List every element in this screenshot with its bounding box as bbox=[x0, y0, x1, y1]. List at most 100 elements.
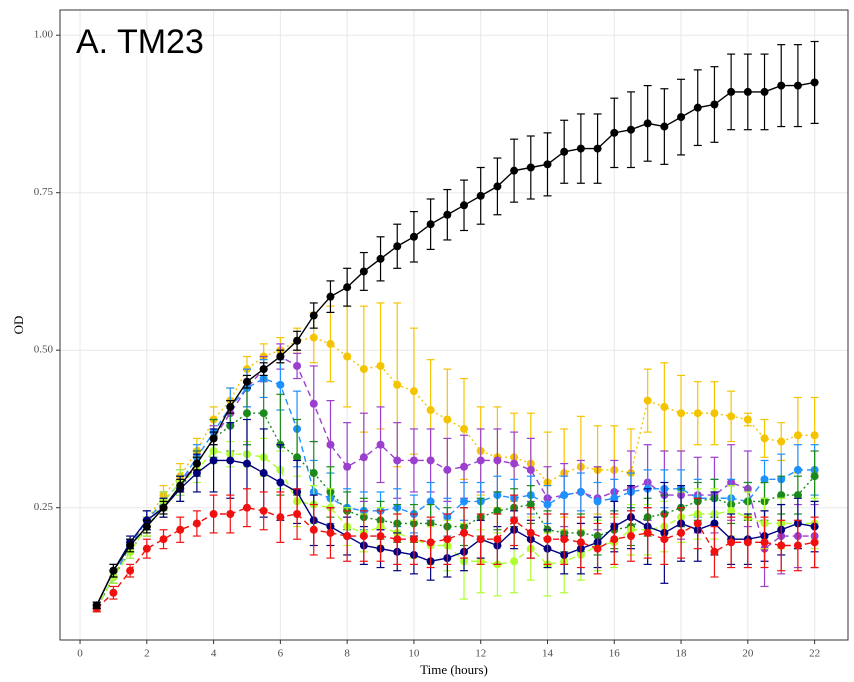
data-point bbox=[793, 465, 802, 474]
data-point bbox=[309, 469, 318, 478]
data-point bbox=[777, 81, 786, 90]
data-point bbox=[510, 557, 519, 566]
data-point bbox=[226, 456, 235, 465]
data-point bbox=[159, 535, 168, 544]
data-point bbox=[326, 528, 335, 537]
data-point bbox=[760, 538, 769, 547]
data-point bbox=[409, 535, 418, 544]
data-point bbox=[643, 396, 652, 405]
data-point bbox=[426, 497, 435, 506]
data-point bbox=[359, 453, 368, 462]
data-point bbox=[777, 541, 786, 550]
y-tick-label: 0.75 bbox=[34, 186, 54, 198]
data-point bbox=[192, 519, 201, 528]
data-point bbox=[393, 535, 402, 544]
data-point bbox=[159, 503, 168, 512]
data-point bbox=[593, 144, 602, 153]
data-point bbox=[476, 456, 485, 465]
data-point bbox=[727, 412, 736, 421]
data-point bbox=[259, 365, 268, 374]
data-point bbox=[526, 465, 535, 474]
data-point bbox=[493, 456, 502, 465]
data-point bbox=[576, 144, 585, 153]
data-point bbox=[343, 532, 352, 541]
data-point bbox=[176, 525, 185, 534]
data-point bbox=[376, 532, 385, 541]
data-point bbox=[526, 500, 535, 509]
data-point bbox=[727, 538, 736, 547]
data-point bbox=[643, 528, 652, 537]
data-point bbox=[192, 469, 201, 478]
data-point bbox=[543, 500, 552, 509]
y-tick-label: 0.50 bbox=[34, 344, 54, 356]
data-point bbox=[610, 494, 619, 503]
data-point bbox=[393, 380, 402, 389]
data-point bbox=[443, 415, 452, 424]
data-point bbox=[209, 456, 218, 465]
data-point bbox=[259, 469, 268, 478]
data-point bbox=[326, 339, 335, 348]
data-point bbox=[677, 113, 686, 122]
data-point bbox=[543, 535, 552, 544]
data-point bbox=[376, 254, 385, 263]
data-point bbox=[242, 409, 251, 418]
data-point bbox=[476, 191, 485, 200]
data-point bbox=[610, 128, 619, 137]
data-point bbox=[593, 497, 602, 506]
y-axis-label: OD bbox=[11, 316, 26, 335]
data-point bbox=[276, 478, 285, 487]
data-point bbox=[693, 409, 702, 418]
data-point bbox=[710, 409, 719, 418]
x-tick-label: 20 bbox=[742, 648, 754, 660]
data-point bbox=[510, 166, 519, 175]
data-point bbox=[276, 513, 285, 522]
data-point bbox=[293, 453, 302, 462]
data-point bbox=[409, 456, 418, 465]
data-point bbox=[643, 119, 652, 128]
data-point bbox=[359, 365, 368, 374]
data-point bbox=[259, 409, 268, 418]
x-tick-label: 22 bbox=[809, 648, 820, 660]
data-point bbox=[793, 541, 802, 550]
data-point bbox=[142, 522, 151, 531]
data-point bbox=[92, 601, 101, 610]
data-point bbox=[393, 242, 402, 251]
data-point bbox=[343, 283, 352, 292]
data-point bbox=[560, 491, 569, 500]
data-point bbox=[276, 380, 285, 389]
data-point bbox=[359, 267, 368, 276]
data-point bbox=[309, 311, 318, 320]
data-point bbox=[510, 516, 519, 525]
data-point bbox=[426, 538, 435, 547]
data-point bbox=[192, 459, 201, 468]
data-point bbox=[610, 535, 619, 544]
data-point bbox=[109, 566, 118, 575]
data-point bbox=[777, 491, 786, 500]
data-point bbox=[309, 333, 318, 342]
chart-title: A. TM23 bbox=[76, 23, 204, 61]
data-point bbox=[426, 220, 435, 229]
x-axis-label: Time (hours) bbox=[420, 662, 488, 677]
data-point bbox=[309, 399, 318, 408]
data-point bbox=[710, 547, 719, 556]
data-point bbox=[343, 352, 352, 361]
data-point bbox=[443, 465, 452, 474]
x-tick-label: 6 bbox=[278, 648, 284, 660]
data-point bbox=[743, 415, 752, 424]
data-point bbox=[677, 528, 686, 537]
data-point bbox=[393, 456, 402, 465]
x-tick-label: 14 bbox=[542, 648, 554, 660]
data-point bbox=[660, 402, 669, 411]
data-point bbox=[242, 503, 251, 512]
x-tick-label: 0 bbox=[77, 648, 83, 660]
data-point bbox=[409, 387, 418, 396]
data-point bbox=[727, 506, 736, 515]
data-point bbox=[793, 491, 802, 500]
data-point bbox=[309, 525, 318, 534]
plot-border bbox=[59, 9, 849, 641]
data-point bbox=[460, 528, 469, 537]
x-tick-label: 16 bbox=[609, 648, 621, 660]
data-point bbox=[810, 538, 819, 547]
data-point bbox=[226, 510, 235, 518]
